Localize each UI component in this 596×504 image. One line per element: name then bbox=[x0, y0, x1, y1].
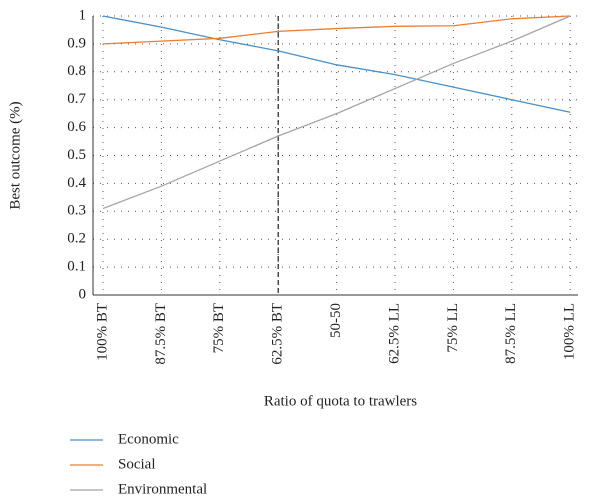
y-tick-label: 0.2 bbox=[67, 231, 86, 247]
y-axis-label: Best outcome (%) bbox=[7, 101, 23, 209]
series-line bbox=[102, 15, 571, 113]
y-tick-label: 0.3 bbox=[67, 203, 86, 219]
x-tick-label: 87.5% LL bbox=[503, 303, 519, 364]
x-tick-label: 75% LL bbox=[445, 303, 461, 353]
y-tick-label: 0.8 bbox=[67, 63, 86, 79]
y-tick-label: 1 bbox=[79, 7, 87, 23]
y-tick-label: 0.9 bbox=[67, 35, 86, 51]
x-tick-label: 62.5% BT bbox=[270, 303, 286, 365]
x-tick-label: 87.5% BT bbox=[153, 303, 169, 365]
y-tick-label: 0 bbox=[79, 286, 87, 302]
x-tick-label: 50-50 bbox=[328, 303, 344, 338]
x-axis-label: Ratio of quota to trawlers bbox=[264, 393, 417, 409]
y-tick-label: 0.4 bbox=[67, 175, 86, 191]
legend-label: Economic bbox=[118, 431, 179, 447]
y-tick-label: 0.5 bbox=[67, 147, 86, 163]
y-tick-label: 0.1 bbox=[67, 259, 86, 275]
x-tick-label: 100% BT bbox=[94, 303, 110, 361]
legend-label: Social bbox=[118, 456, 156, 472]
series-line bbox=[102, 15, 571, 210]
x-tick-label: 75% BT bbox=[211, 303, 227, 353]
series-line bbox=[102, 15, 571, 45]
y-tick-label: 0.7 bbox=[67, 91, 86, 107]
legend-label: Environmental bbox=[118, 481, 207, 497]
x-tick-label: 100% LL bbox=[562, 303, 578, 360]
y-tick-label: 0.6 bbox=[67, 119, 86, 135]
x-tick-label: 62.5% LL bbox=[386, 303, 402, 364]
